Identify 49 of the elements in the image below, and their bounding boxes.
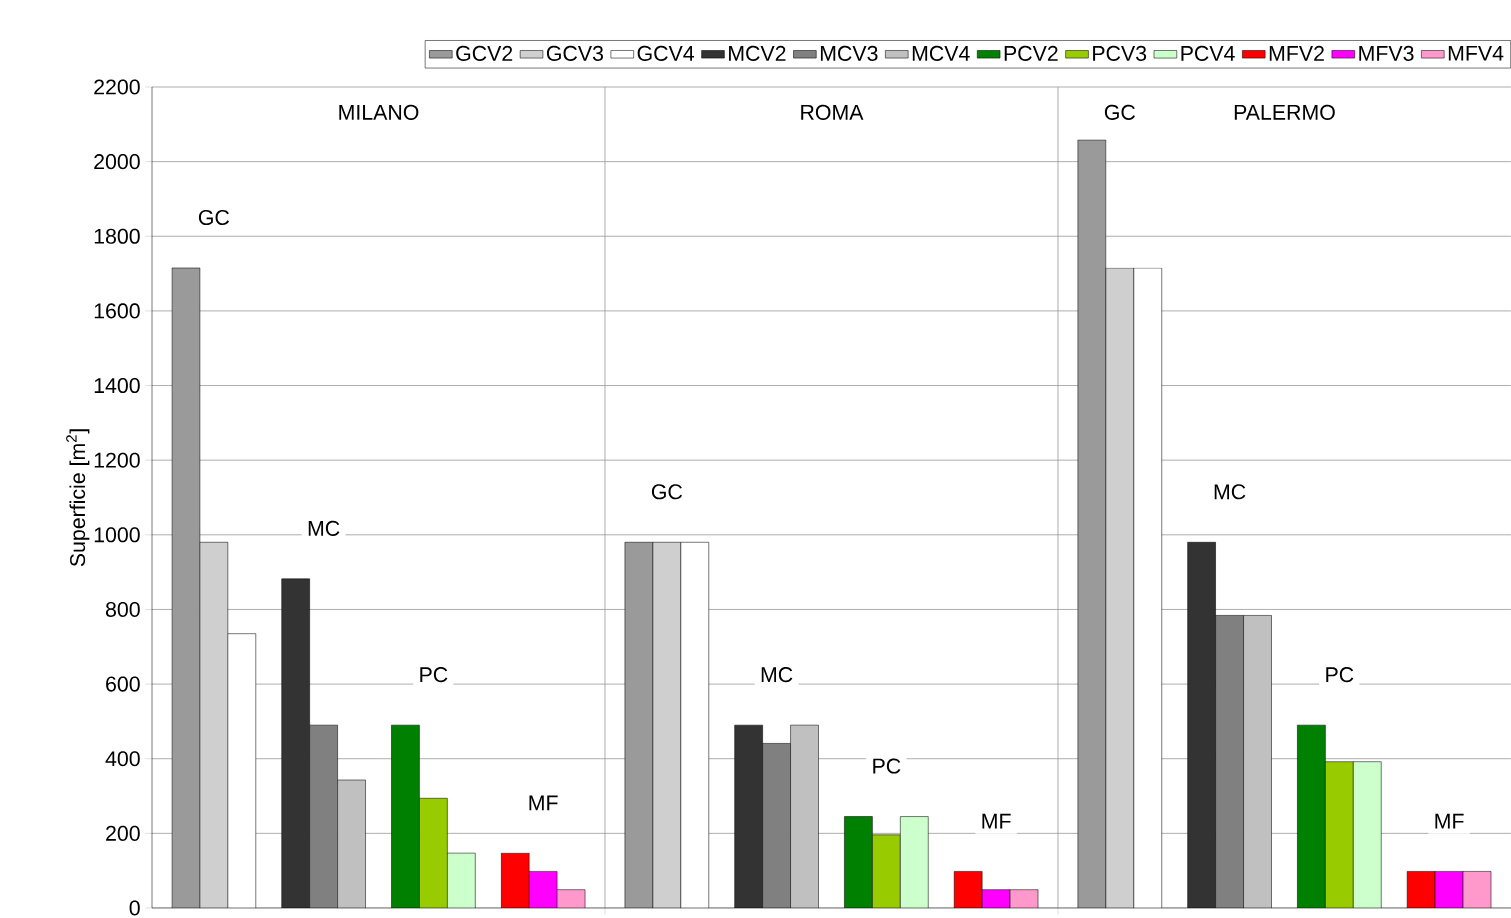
x-tick-label: PALERMO <box>1234 104 1335 120</box>
annotation: GC <box>1104 104 1136 120</box>
legend-label: MCV3 <box>820 45 878 61</box>
annotation: MC <box>1214 484 1246 500</box>
annotation: MC <box>761 667 793 683</box>
y-tick-label: 600 <box>106 676 140 692</box>
y-tick-label: 1800 <box>94 228 140 244</box>
y-tick-label: 1400 <box>94 377 140 394</box>
y-tick-label: 200 <box>106 825 140 841</box>
annotation: PC <box>420 667 448 683</box>
legend-label: PCV3 <box>1093 45 1147 61</box>
legend-label: PCV2 <box>1004 45 1058 61</box>
legend-label: MCV4 <box>912 45 970 61</box>
legend-label: GCV3 <box>546 45 603 61</box>
bar <box>1187 542 1216 908</box>
bar <box>1353 761 1382 908</box>
legend-label: MFV4 <box>1448 45 1504 61</box>
x-tick-label: MILANO <box>339 104 419 120</box>
bar <box>734 724 763 908</box>
bar <box>900 816 929 908</box>
legend-label: PCV4 <box>1181 45 1235 61</box>
bar <box>447 852 476 908</box>
y-tick-label: 1000 <box>94 527 140 543</box>
y-tick-label: 0 <box>129 900 140 916</box>
y-tick-label: 1200 <box>94 452 140 468</box>
annotation: PC <box>873 758 901 774</box>
annotation: MF <box>982 813 1011 829</box>
annotation: MF <box>1435 813 1464 829</box>
annotation: MF <box>529 795 558 811</box>
legend-label: GCV4 <box>637 45 695 61</box>
legend-label: MFV3 <box>1359 45 1414 61</box>
bar <box>872 834 901 908</box>
annotation: MC <box>308 520 340 536</box>
annotation: GC <box>651 484 683 500</box>
annotation: GC <box>198 209 230 226</box>
bar <box>281 578 310 908</box>
legend-label: MFV2 <box>1269 45 1324 61</box>
bar <box>419 798 448 908</box>
y-tick-label: 2200 <box>94 79 140 95</box>
y-axis-title: Superficie [m$^{2}$] <box>66 429 90 567</box>
annotation: PC <box>1326 667 1354 683</box>
y-tick-label: 400 <box>105 751 140 767</box>
legend-label: MCV2 <box>729 45 786 61</box>
y-tick-label: 1600 <box>94 303 140 319</box>
legend-label: GCV2 <box>456 45 513 61</box>
bar <box>1325 761 1354 908</box>
y-tick-label: 800 <box>105 601 140 617</box>
y-tick-label: 2000 <box>94 154 140 170</box>
x-tick-label: ROMA <box>801 104 864 120</box>
